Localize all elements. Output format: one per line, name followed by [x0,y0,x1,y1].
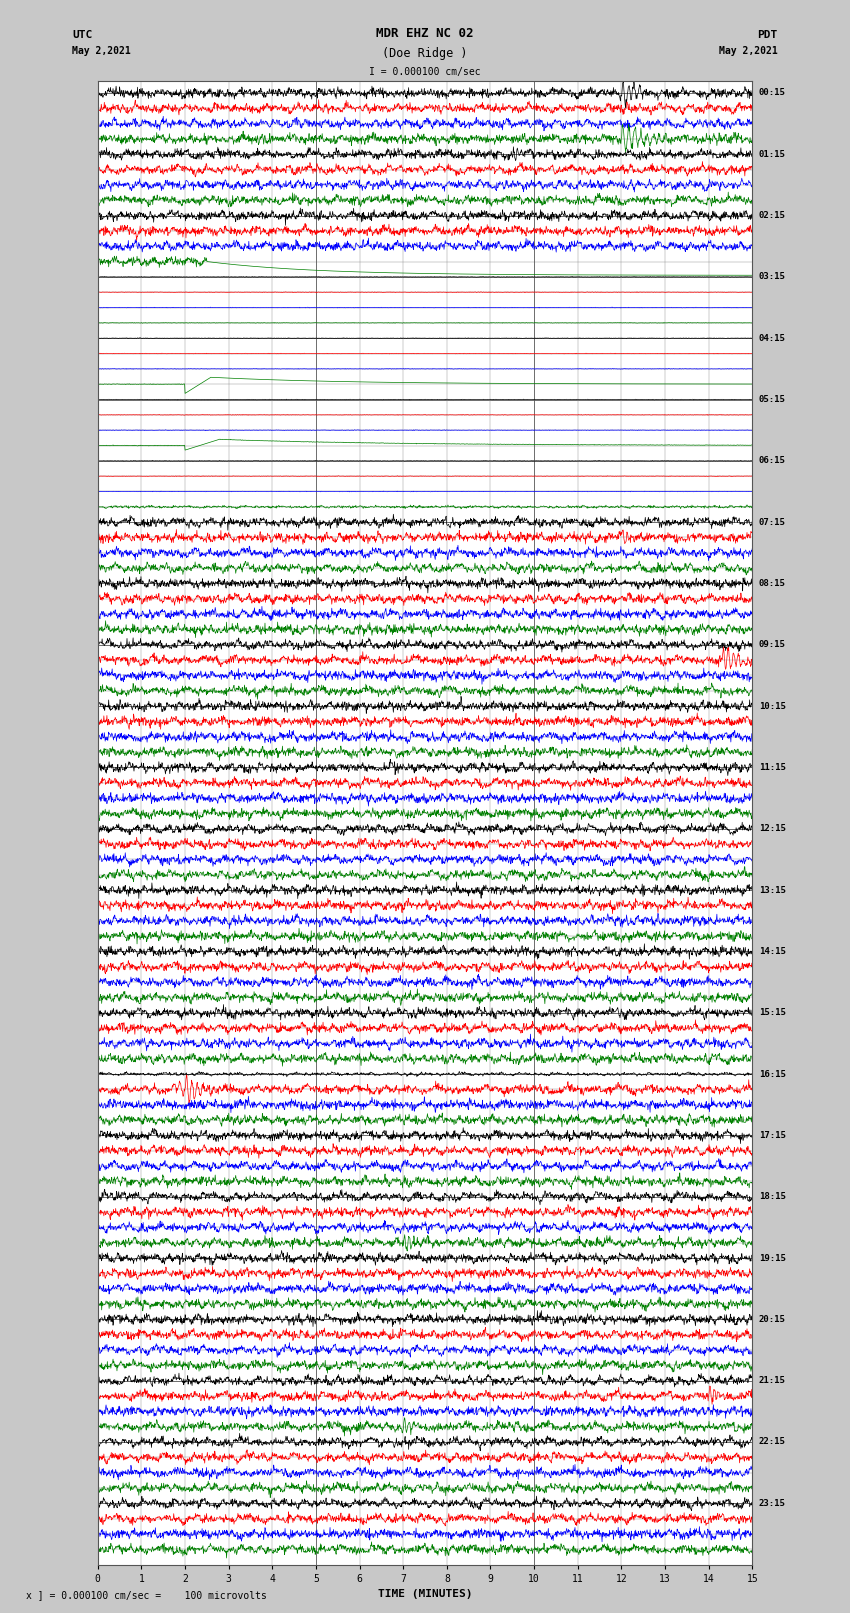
Text: 22:15: 22:15 [759,1437,785,1447]
Text: UTC: UTC [72,31,93,40]
Text: 00:15: 00:15 [759,89,785,97]
Text: 09:15: 09:15 [759,640,785,650]
Text: 10:15: 10:15 [759,702,785,711]
Text: PDT: PDT [757,31,778,40]
Text: 15:15: 15:15 [759,1008,785,1018]
Text: 06:15: 06:15 [759,456,785,465]
Text: 12:15: 12:15 [759,824,785,834]
Text: 04:15: 04:15 [759,334,785,342]
X-axis label: TIME (MINUTES): TIME (MINUTES) [377,1589,473,1598]
Text: I = 0.000100 cm/sec: I = 0.000100 cm/sec [369,68,481,77]
Text: 18:15: 18:15 [759,1192,785,1202]
Text: 05:15: 05:15 [759,395,785,403]
Text: (Doe Ridge ): (Doe Ridge ) [382,47,468,60]
Text: 01:15: 01:15 [759,150,785,158]
Text: 20:15: 20:15 [759,1315,785,1324]
Text: MDR EHZ NC 02: MDR EHZ NC 02 [377,27,473,40]
Text: May 2,2021: May 2,2021 [719,47,778,56]
Text: 23:15: 23:15 [759,1498,785,1508]
Text: May 2,2021: May 2,2021 [72,47,131,56]
Text: 03:15: 03:15 [759,273,785,281]
Text: x ] = 0.000100 cm/sec =    100 microvolts: x ] = 0.000100 cm/sec = 100 microvolts [26,1590,266,1600]
Text: 07:15: 07:15 [759,518,785,527]
Text: 02:15: 02:15 [759,211,785,219]
Text: 08:15: 08:15 [759,579,785,589]
Text: 13:15: 13:15 [759,886,785,895]
Text: 21:15: 21:15 [759,1376,785,1386]
Text: 17:15: 17:15 [759,1131,785,1140]
Text: 16:15: 16:15 [759,1069,785,1079]
Text: 11:15: 11:15 [759,763,785,773]
Text: 19:15: 19:15 [759,1253,785,1263]
Text: 14:15: 14:15 [759,947,785,957]
